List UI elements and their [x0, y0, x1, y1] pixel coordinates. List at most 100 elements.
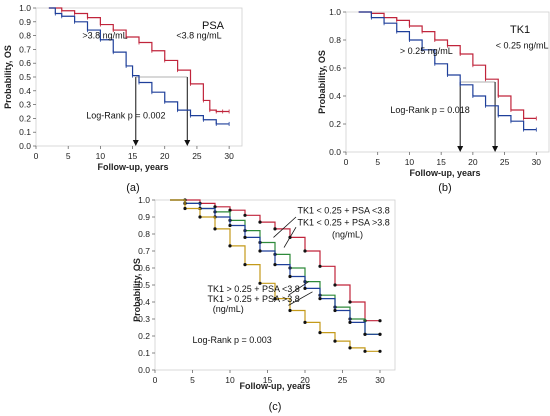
- panel-b-ytick-label-5: 1.0: [329, 7, 341, 17]
- panel-b: TK1 Probability, OS Follow-up, years (b)…: [317, 7, 550, 194]
- panel-c-xtick-label-1: 5: [190, 375, 195, 385]
- panel-c-series-3-point-8: [288, 308, 292, 313]
- panel-c-leader-line-2: [288, 281, 309, 296]
- panel-c-series-3-point-12: [348, 346, 352, 350]
- panel-c-ytick-label-1: 0.1: [138, 348, 150, 358]
- panel-a-xtick-label-0: 0: [34, 151, 39, 161]
- panel-a-ytick-label-3: 0.3: [19, 100, 31, 110]
- panel-b-xlabel: Follow-up, years: [409, 168, 480, 178]
- panel-c-leader-line-3: [288, 291, 313, 306]
- panel-c-xtick-label-3: 15: [263, 375, 273, 385]
- panel-c-series-0-point-11: [333, 283, 337, 287]
- panel-c-ytick-label-9: 0.9: [138, 212, 150, 222]
- panel-c-ytick-label-2: 0.2: [138, 331, 150, 341]
- panel-a-median-arrowhead-1: [184, 140, 191, 146]
- panel-c-ytick-label-7: 0.7: [138, 246, 150, 256]
- panel-b-ytick-label-4: 0.8: [329, 35, 341, 45]
- panel-c-series-2-point-6: [258, 249, 262, 253]
- panel-a-ylabel: Probability, OS: [3, 45, 13, 109]
- panel-c-series-0-point-7: [273, 227, 277, 231]
- panel-a-ytick-label-6: 0.6: [19, 58, 31, 68]
- panel-a-xlabel: Follow-up, years: [97, 162, 168, 172]
- panel-c-annotation-5: (ng/mL): [213, 304, 244, 314]
- panel-c-annotation-2: (ng/mL): [332, 229, 363, 239]
- panel-b-median-arrowhead-0: [457, 146, 464, 152]
- panel-c-series-3-point-2: [198, 215, 202, 219]
- panel-c-ytick-label-6: 0.6: [138, 263, 150, 273]
- panel-a: PSA Probability, OS Follow-up, years (a)…: [3, 3, 243, 194]
- panel-a-ytick-label-4: 0.4: [19, 86, 31, 96]
- panel-b-ytick-label-3: 0.6: [329, 63, 341, 73]
- panel-c-ytick-label-10: 1.0: [138, 195, 150, 205]
- panel-b-xtick-label-5: 25: [500, 157, 510, 167]
- panel-c-series-2-point-14: [378, 332, 382, 336]
- panel-c-series-3-point-11: [333, 339, 337, 343]
- panel-c-series-3-point-5: [243, 263, 247, 267]
- panel-c-series-0-point-6: [258, 220, 262, 224]
- panel-c-series-2-point-12: [348, 320, 352, 324]
- panel-c-ytick-label-3: 0.3: [138, 314, 150, 324]
- panel-a-ytick-label-2: 0.2: [19, 113, 31, 123]
- panel-c-series-2-point-7: [273, 263, 277, 267]
- panel-a-annotation-0: >3.8 ng/mL: [82, 30, 127, 40]
- panel-c-leader-line-0: [273, 216, 297, 238]
- panel-c-ytick-label-8: 0.8: [138, 229, 150, 239]
- panel-c-series-3-point-1: [183, 206, 187, 211]
- panel-c-series-0-point-5: [243, 213, 247, 217]
- panel-b-xtick-label-0: 0: [344, 157, 349, 167]
- panel-c-series-3-point-10: [318, 331, 322, 335]
- panel-c-leader-line-1: [283, 226, 297, 248]
- panel-c-series-0-point-4: [228, 208, 232, 212]
- panel-b-series-line-0: [358, 11, 537, 119]
- panel-b-title: TK1: [510, 24, 530, 36]
- panel-a-xtick-label-2: 10: [96, 151, 106, 161]
- panel-a-annotation-1: <3.8 ng/mL: [176, 30, 221, 40]
- panel-a-xtick-label-3: 15: [128, 151, 138, 161]
- panel-b-xtick-label-3: 15: [436, 157, 446, 167]
- panel-c-series-2-point-11: [333, 308, 337, 313]
- panel-c-annotation-4: TK1 > 0.25 + PSA >3.8: [208, 294, 300, 304]
- panel-b-ytick-label-0: 0.0: [329, 147, 341, 157]
- panel-c-series-2-point-13: [363, 332, 367, 336]
- panel-b-median-arrowhead-1: [492, 146, 499, 152]
- panel-c-xtick-label-6: 30: [375, 375, 385, 385]
- panel-c-series-2-point-5: [243, 235, 247, 239]
- panel-b-xtick-label-2: 10: [405, 157, 415, 167]
- panel-b-frame: [345, 11, 550, 153]
- panel-a-annotation-2: Log-Rank p = 0.002: [86, 110, 165, 120]
- panel-a-xtick-label-5: 25: [192, 151, 202, 161]
- panel-c-annotation-6: Log-Rank p = 0.003: [193, 335, 272, 345]
- panel-c-series-3-point-3: [213, 227, 217, 231]
- panel-c-annotation-0: TK1 < 0.25 + PSA <3.8: [298, 206, 390, 216]
- panel-c-xtick-label-5: 25: [338, 375, 348, 385]
- panel-c-xtick-label-4: 20: [300, 375, 310, 385]
- panel-b-xtick-label-6: 30: [532, 157, 542, 167]
- panel-a-ytick-label-1: 0.1: [19, 127, 31, 137]
- panel-b-caption: (b): [438, 182, 451, 194]
- panel-c-ytick-label-4: 0.4: [138, 297, 150, 307]
- panel-c-series-3-point-7: [273, 297, 277, 301]
- panel-c-ytick-label-5: 0.5: [138, 280, 150, 290]
- panel-b-xtick-label-1: 5: [375, 157, 380, 167]
- panel-c-xtick-label-0: 0: [153, 375, 158, 385]
- panel-a-xtick-label-6: 30: [224, 151, 234, 161]
- panel-c-series-0-point-14: [378, 319, 382, 323]
- panel-b-series-line-1: [358, 11, 537, 131]
- panel-c-caption: (c): [269, 401, 282, 413]
- panel-c-series-3-point-13: [363, 349, 367, 353]
- panel-b-ylabel: Probability, OS: [317, 50, 327, 114]
- panel-a-caption: (a): [126, 182, 139, 194]
- panel-c-annotation-1: TK1 < 0.25 + PSA >3.8: [298, 218, 390, 228]
- panel-c-series-3-point-4: [228, 244, 232, 248]
- panel-a-title: PSA: [202, 20, 225, 32]
- panel-b-annotation-1: < 0.25 ng/mL: [496, 40, 549, 50]
- panel-b-annotation-2: Log-Rank p = 0.018: [390, 105, 469, 115]
- panel-b-ytick-label-1: 0.2: [329, 119, 341, 129]
- panel-c-series-0-point-10: [318, 264, 322, 268]
- panel-a-series-line-0: [48, 7, 230, 113]
- panel-c-series-3-point-14: [378, 349, 382, 353]
- panel-c-series-2-point-4: [228, 223, 232, 228]
- panel-c-xlabel: Follow-up, years: [239, 381, 310, 391]
- panel-a-median-arrowhead-0: [132, 140, 139, 146]
